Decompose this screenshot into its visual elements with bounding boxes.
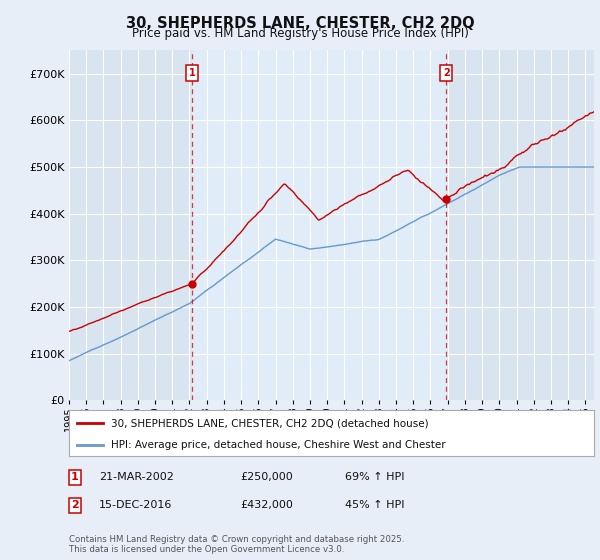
Text: 21-MAR-2002: 21-MAR-2002 [99,472,174,482]
Text: 15-DEC-2016: 15-DEC-2016 [99,500,172,510]
Text: HPI: Average price, detached house, Cheshire West and Chester: HPI: Average price, detached house, Ches… [111,440,446,450]
Text: 1: 1 [189,68,196,78]
Text: £432,000: £432,000 [240,500,293,510]
Text: 2: 2 [71,500,79,510]
Text: 30, SHEPHERDS LANE, CHESTER, CH2 2DQ: 30, SHEPHERDS LANE, CHESTER, CH2 2DQ [125,16,475,31]
Text: 69% ↑ HPI: 69% ↑ HPI [345,472,404,482]
Text: 1: 1 [71,472,79,482]
Text: 30, SHEPHERDS LANE, CHESTER, CH2 2DQ (detached house): 30, SHEPHERDS LANE, CHESTER, CH2 2DQ (de… [111,418,428,428]
Text: Contains HM Land Registry data © Crown copyright and database right 2025.
This d: Contains HM Land Registry data © Crown c… [69,535,404,554]
Text: Price paid vs. HM Land Registry's House Price Index (HPI): Price paid vs. HM Land Registry's House … [131,27,469,40]
Text: 45% ↑ HPI: 45% ↑ HPI [345,500,404,510]
Text: £250,000: £250,000 [240,472,293,482]
Bar [193,50,446,400]
Text: 2: 2 [443,68,449,78]
